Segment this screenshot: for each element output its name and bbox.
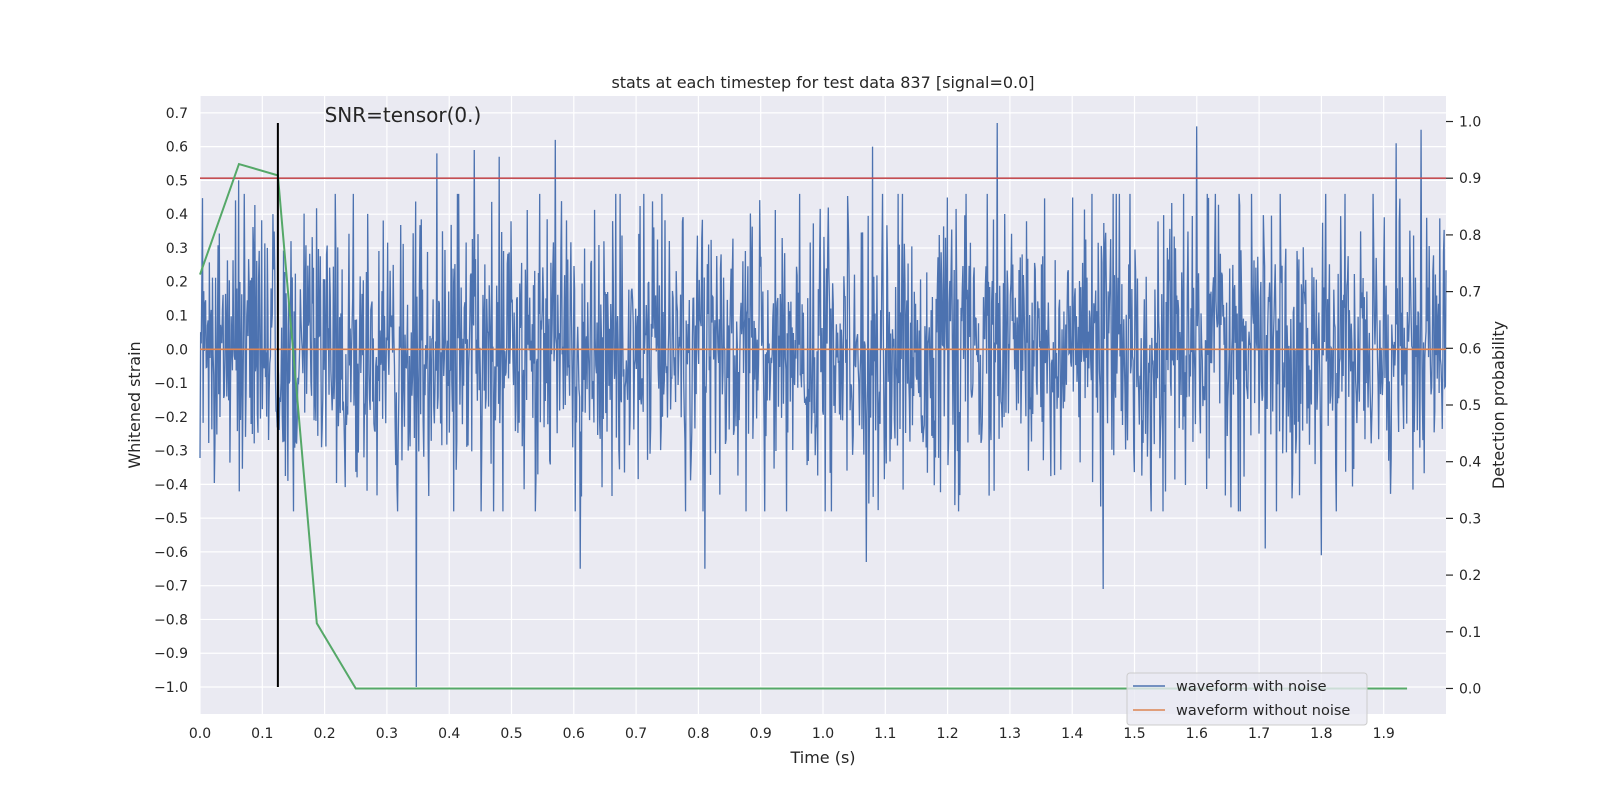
x-tick-label: 1.8	[1310, 726, 1332, 742]
y-tick-label: −0.2	[154, 410, 188, 426]
y-tick-label: −0.3	[154, 444, 188, 460]
x-tick-label: 0.3	[376, 726, 398, 742]
y-tick-label: 0.5	[166, 173, 188, 189]
series-waveform-with-noise	[199, 123, 1447, 687]
x-tick-label: 0.5	[500, 726, 522, 742]
x-tick-label: 0.1	[251, 726, 273, 742]
y-axis-label: Whitened strain	[125, 341, 144, 468]
y2-tick-label: 0.6	[1459, 341, 1481, 357]
x-tick-label: 0.6	[563, 726, 585, 742]
x-tick-label: 1.3	[999, 726, 1021, 742]
legend: waveform with noise waveform without noi…	[1126, 672, 1368, 726]
chart-title: stats at each timestep for test data 837…	[611, 73, 1034, 92]
y2-tick-label: 0.3	[1459, 511, 1481, 527]
y-tick-label: −1.0	[154, 680, 188, 696]
y-tick-label: 0.4	[166, 207, 188, 223]
snr-annotation: SNR=tensor(0.)	[325, 103, 482, 127]
series-layer	[199, 123, 1447, 690]
x-tick-label: 1.6	[1186, 726, 1208, 742]
y-tick-label: 0.7	[166, 106, 188, 122]
x-tick-label: 0.9	[750, 726, 772, 742]
y-tick-label: 0.1	[166, 309, 188, 325]
x-tick-label: 0.2	[313, 726, 335, 742]
y2-tick-label: 0.2	[1459, 568, 1481, 584]
y-tick-label: −0.1	[154, 376, 188, 392]
x-tick-labels: 0.0 0.1 0.2 0.3 0.4 0.5 0.6 0.7 0.8 0.9 1.0 1.1 1.2 1…	[189, 726, 1395, 742]
legend-label-clean: waveform without noise	[1176, 703, 1350, 719]
x-tick-label: 0.0	[189, 726, 211, 742]
y2-axis-label: Detection probability	[1489, 321, 1508, 489]
x-tick-label: 1.5	[1123, 726, 1145, 742]
series-detection-probability	[199, 162, 1408, 690]
y-tick-label: −0.6	[154, 545, 188, 561]
y-tick-label: −0.9	[154, 646, 188, 662]
x-tick-label: 1.0	[812, 726, 834, 742]
x-tick-label: 1.1	[874, 726, 896, 742]
y2-tick-label: 0.5	[1459, 398, 1481, 414]
y2-tick-label: 0.1	[1459, 625, 1481, 641]
y-tick-label: −0.4	[154, 477, 188, 493]
x-tick-label: 0.7	[625, 726, 647, 742]
y-tick-label: 0.6	[166, 140, 188, 156]
x-tick-label: 1.2	[936, 726, 958, 742]
y-tick-label: −0.7	[154, 579, 188, 595]
x-tick-label: 1.9	[1373, 726, 1395, 742]
legend-label-noise: waveform with noise	[1176, 679, 1327, 695]
y-tick-label: −0.8	[154, 612, 188, 628]
x-axis-label: Time (s)	[789, 748, 855, 767]
y-tick-labels: 0.7 0.6 0.5 0.4 0.3 0.2 0.1 0.0 −0.1 −0.2 −0.3 −0.4…	[154, 106, 188, 696]
x-tick-label: 1.4	[1061, 726, 1083, 742]
y-tick-label: −0.5	[154, 511, 188, 527]
y-tick-label: 0.0	[166, 342, 188, 358]
y-tick-label: 0.3	[166, 241, 188, 257]
legend-box	[1126, 672, 1368, 726]
y2-tick-label: 0.4	[1459, 455, 1481, 471]
y2-tick-label: 0.8	[1459, 228, 1481, 244]
x-tick-label: 0.8	[687, 726, 709, 742]
x-tick-label: 1.7	[1248, 726, 1270, 742]
y2-tick-label: 1.0	[1459, 115, 1481, 131]
y2-tick-label: 0.7	[1459, 285, 1481, 301]
x-tick-label: 0.4	[438, 726, 460, 742]
y2-tick-label: 0.9	[1459, 171, 1481, 187]
y2-tick-labels: 1.0 0.9 0.8 0.7 0.6 0.5 0.4 0.3 0.2 0.1 0.0	[1446, 115, 1481, 697]
y2-tick-label: 0.0	[1459, 681, 1481, 697]
y-tick-label: 0.2	[166, 275, 188, 291]
